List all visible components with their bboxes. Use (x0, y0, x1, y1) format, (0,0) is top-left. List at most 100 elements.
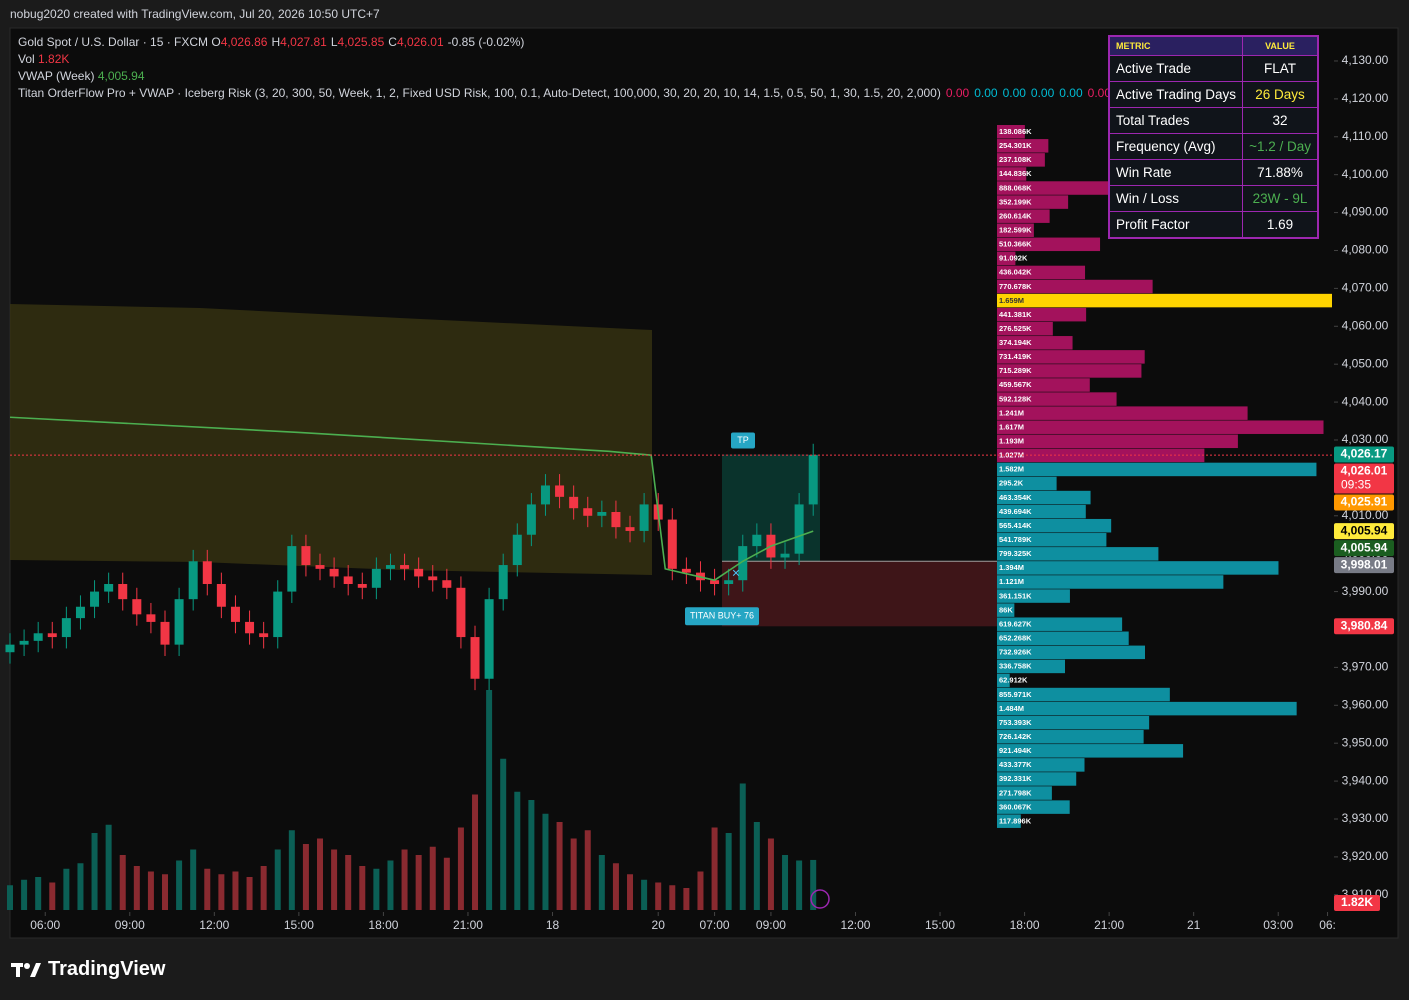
volume-bar (584, 830, 591, 910)
profile-bar (997, 490, 1091, 505)
volume-bar (119, 855, 126, 910)
value-zone (10, 304, 652, 575)
profile-label: 1.617M (999, 422, 1024, 431)
candle-body (33, 633, 43, 641)
profile-bar (997, 125, 1025, 139)
volume-bar (725, 833, 732, 910)
brand-name: TradingView (48, 958, 166, 980)
price-tag-label: 3,998.01 (1341, 557, 1388, 571)
profile-label: 436.042K (999, 268, 1032, 277)
profile-bar (997, 364, 1142, 378)
volume-bar (429, 846, 436, 910)
profile-bar (997, 420, 1324, 434)
value-cell: FLAT (1242, 55, 1319, 82)
x-tick-label: 18:00 (368, 918, 398, 932)
profile-bar (997, 293, 1332, 308)
volume-bar (190, 849, 197, 910)
volume-bar (711, 827, 718, 910)
y-tick-label: 3,950.00 (1342, 735, 1389, 749)
x-tick-label: 21:00 (453, 918, 483, 932)
x-tick-label: 07:00 (700, 918, 730, 932)
volume-bar (556, 822, 563, 910)
profile-label: 1.193M (999, 437, 1024, 446)
table-row: Frequency (Avg) ~1.2 / Day (1108, 133, 1319, 160)
profile-label: 510.366K (999, 240, 1032, 249)
candle-body (681, 568, 691, 573)
y-tick-label: 4,130.00 (1342, 53, 1389, 67)
profile-label: 336.758K (999, 662, 1032, 671)
candle-body (625, 527, 635, 531)
volume-bar (162, 874, 169, 910)
profile-label: 1.484M (999, 704, 1024, 713)
profile-bar (997, 462, 1317, 477)
volume-bar (133, 866, 140, 910)
candle-body (371, 568, 381, 588)
ohlc: O4,026.86 H4,027.81 L4,025.85 C4,026.01 -0.8… (211, 35, 524, 49)
candle-body (808, 455, 818, 505)
profile-label: 117.896K (999, 816, 1032, 825)
candle-body (639, 504, 649, 531)
volume-bar (7, 885, 13, 910)
candle-body (315, 565, 325, 569)
x-tick-label: 09:00 (115, 918, 145, 932)
profile-label: 276.525K (999, 324, 1032, 333)
profile-bar (997, 814, 1021, 828)
metric-cell: Profit Factor (1108, 211, 1244, 239)
profile-bar (997, 772, 1077, 786)
profile-bar (997, 153, 1045, 167)
candle-body (752, 534, 762, 547)
candle-body (385, 565, 395, 569)
profile-bar (997, 350, 1145, 364)
candle-body (230, 606, 240, 622)
price-tag (1334, 446, 1394, 463)
countdown: 09:35 (1341, 478, 1371, 492)
candle-body (188, 561, 198, 600)
legend-indicator: Titan OrderFlow Pro + VWAP · Iceberg Ris… (18, 86, 1163, 100)
profile-label: 144.836K (999, 169, 1032, 178)
volume-bar (63, 868, 70, 910)
volume-bar (345, 855, 352, 910)
ohlc-item: C (388, 35, 397, 49)
profile-bar (997, 392, 1117, 406)
candle-body (202, 561, 212, 585)
x-tick-label: 20 (652, 918, 666, 932)
profile-label: 62.912K (999, 676, 1028, 685)
profile-label: 459.567K (999, 380, 1032, 389)
metric-cell: Active Trading Days (1108, 81, 1244, 108)
volume-bar (246, 877, 253, 910)
volume-bar (457, 827, 464, 910)
volume-bar (176, 860, 183, 910)
header-cell: METRIC (1108, 35, 1244, 56)
profile-label: 86K (999, 605, 1013, 614)
profile-bar (997, 139, 1049, 153)
volume-bar (105, 824, 112, 910)
y-tick-label: 3,930.00 (1342, 811, 1389, 825)
volume-tag (1334, 895, 1380, 911)
legend-vol: Vol 1.82K (18, 52, 69, 66)
vwap-line (9, 416, 814, 582)
candle-body (428, 576, 438, 581)
volume-bar (49, 882, 56, 910)
volume-bar (35, 877, 42, 910)
y-tick-label: 3,960.00 (1342, 697, 1389, 711)
candle-body (794, 504, 804, 554)
ohlc-item: L (330, 35, 338, 49)
table-header: METRIC VALUE (1108, 35, 1319, 56)
volume-bar (782, 855, 789, 910)
candle-body (160, 621, 170, 645)
profile-bar (997, 223, 1034, 237)
profile-bar (997, 406, 1248, 420)
profile-bar (997, 659, 1066, 674)
y-tick-label: 4,070.00 (1342, 281, 1389, 295)
profile-label: 1.394M (999, 563, 1024, 572)
profile-label: 1.121M (999, 577, 1024, 586)
profile-bar (997, 504, 1086, 519)
profile-label: 1.582M (999, 465, 1024, 474)
ohlc-item: -0.85 (-0.02%) (447, 35, 525, 49)
table-row: Active Trading Days 26 Days (1108, 81, 1319, 108)
x-tick-label: 21:00 (1094, 918, 1124, 932)
y-tick-label: 3,990.00 (1342, 584, 1389, 598)
profile-bar (997, 645, 1145, 660)
candle-body (414, 568, 424, 577)
